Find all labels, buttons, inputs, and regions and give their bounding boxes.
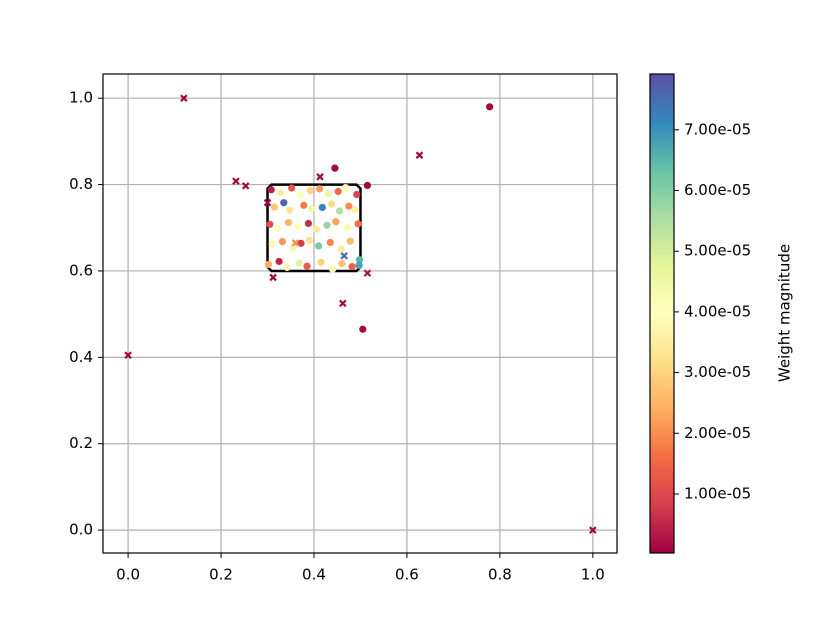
point [305, 236, 313, 244]
point [334, 187, 342, 196]
point [276, 189, 285, 197]
point [317, 258, 325, 266]
point [315, 185, 324, 193]
cross-point [291, 239, 300, 247]
point [332, 218, 340, 226]
point [324, 190, 332, 198]
axes: 0.0 0.2 0.4 0.6 0.8 1.0 0.0 0.2 0.4 0.6 0.8 1.0 1.00… [69, 73, 751, 584]
point [341, 183, 350, 192]
y-tick-label: 0.4 [69, 348, 93, 366]
point [303, 262, 311, 270]
point [289, 243, 297, 251]
x-tick-label: 0.2 [209, 566, 233, 584]
point [286, 206, 294, 214]
point [283, 263, 291, 272]
point [355, 261, 363, 269]
colorbar [649, 73, 675, 554]
point [300, 201, 308, 209]
cross-point [316, 173, 324, 181]
point [264, 260, 273, 269]
cross-point [340, 252, 348, 260]
y-tick-label: 0.8 [69, 175, 93, 193]
point [308, 205, 316, 213]
point [284, 218, 293, 227]
region-box [266, 183, 362, 273]
x-tick-label: 0.0 [116, 566, 140, 584]
cross-point [263, 198, 272, 207]
cross-point [339, 299, 347, 308]
y-tick-label: 0.6 [69, 261, 93, 279]
y-tick-label: 0.2 [69, 434, 93, 452]
point [354, 220, 362, 228]
cross-point [124, 351, 132, 359]
point [343, 223, 352, 231]
point [359, 325, 367, 333]
cross-point [232, 177, 240, 185]
colorbar-tick-label: 3.00e-05 [684, 363, 751, 381]
y-tick-label: 0.0 [69, 521, 93, 539]
point [326, 238, 334, 247]
colorbar-tick-label: 6.00e-05 [684, 181, 751, 199]
x-tick-label: 0.4 [302, 566, 326, 584]
point [355, 256, 364, 264]
point [278, 237, 286, 246]
point [351, 206, 359, 214]
point [315, 242, 323, 250]
point [335, 207, 344, 215]
point [288, 184, 296, 192]
point [280, 199, 288, 207]
colorbar-tick-label: 5.00e-05 [684, 242, 751, 260]
point [275, 257, 283, 266]
point [323, 221, 331, 229]
point [345, 202, 353, 210]
point [338, 260, 346, 268]
point [363, 181, 372, 190]
point [274, 224, 282, 232]
point [346, 237, 354, 245]
point [267, 186, 275, 194]
point [353, 190, 361, 199]
point [296, 191, 305, 199]
point [268, 240, 276, 248]
x-tick-label: 0.6 [395, 566, 419, 584]
cross-point [269, 273, 277, 282]
cross-point [241, 182, 250, 190]
point [312, 225, 320, 233]
point [304, 219, 313, 228]
cross-point [180, 94, 188, 102]
point [328, 265, 337, 273]
point [295, 259, 303, 267]
axes-frame [102, 73, 618, 554]
cross-point [363, 269, 372, 277]
point [297, 239, 305, 247]
point [306, 187, 314, 195]
colorbar-label: Weight magnitude [776, 244, 794, 382]
cross-point [415, 151, 424, 159]
x-tick-label: 1.0 [581, 566, 605, 584]
colorbar-tick-label: 7.00e-05 [684, 120, 751, 138]
x-tick-label: 0.8 [488, 566, 512, 584]
point [331, 164, 339, 172]
point [318, 203, 326, 212]
colorbar-tick-label: 2.00e-05 [684, 424, 751, 442]
y-tick-label: 1.0 [69, 89, 93, 107]
grid [103, 74, 617, 553]
point [266, 220, 274, 228]
point [348, 263, 356, 271]
point [328, 200, 336, 208]
colorbar-tick-label: 1.00e-05 [684, 484, 751, 502]
point [337, 245, 345, 253]
point [294, 222, 302, 231]
marks [124, 94, 597, 534]
point [270, 203, 279, 211]
point [486, 103, 494, 111]
colorbar-tick-label: 4.00e-05 [684, 302, 751, 320]
cross-point [589, 526, 597, 534]
